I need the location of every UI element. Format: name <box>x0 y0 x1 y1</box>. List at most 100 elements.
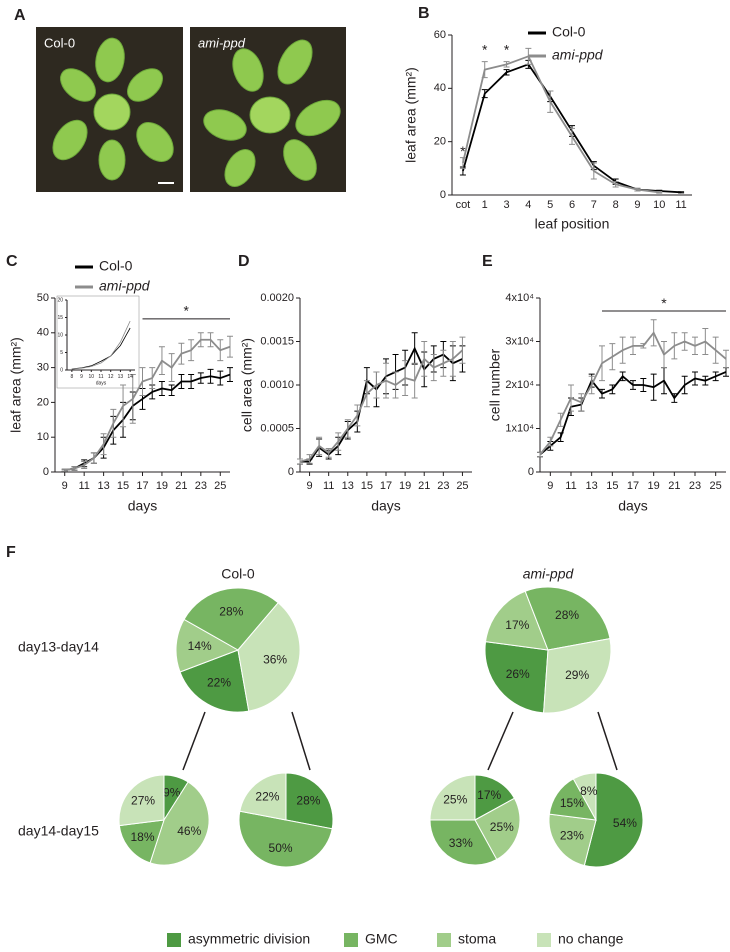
x-tick-label: 19 <box>648 480 660 492</box>
error-bar <box>619 371 626 382</box>
y-tick-label: 0 <box>440 189 446 201</box>
pie-slice <box>484 590 549 651</box>
pie-slice <box>183 587 279 651</box>
slice-label: 22% <box>207 676 231 690</box>
slice-label: 18% <box>130 830 154 844</box>
y-tick-label: 5 <box>60 350 63 356</box>
error-bar <box>411 362 418 399</box>
pie-slice <box>285 772 334 830</box>
row-label: day13-day14 <box>18 639 99 655</box>
x-axis-label: days <box>128 498 158 514</box>
error-bar <box>363 380 370 408</box>
pie-slice <box>175 618 240 673</box>
error-bar <box>557 412 564 427</box>
error-bar <box>217 370 224 386</box>
y-tick-label: 2x10⁴ <box>505 379 534 391</box>
panel-label: A <box>14 7 26 24</box>
error-bar <box>630 380 636 390</box>
x-tick-label: 10 <box>89 374 95 380</box>
x-tick-label: 15 <box>361 480 373 492</box>
error-bar <box>609 384 616 395</box>
x-tick-label: 8 <box>70 374 73 380</box>
error-bar <box>503 61 510 68</box>
photo-label: ami-ppd <box>198 35 246 50</box>
pie-slice <box>484 641 549 714</box>
error-bar <box>459 157 466 169</box>
x-tick-label: 17 <box>380 480 392 492</box>
error-bar <box>158 346 165 376</box>
error-bar <box>411 332 418 365</box>
pie-slice <box>583 772 644 868</box>
x-tick-label: 21 <box>175 480 187 492</box>
error-bar <box>392 371 399 399</box>
pie-slice <box>238 810 333 868</box>
legend-swatch <box>437 933 451 947</box>
error-bar <box>168 353 175 383</box>
slice-label: 46% <box>177 824 201 838</box>
error-bar <box>188 339 195 362</box>
error-bar <box>578 393 585 412</box>
slice-label: 27% <box>131 794 155 808</box>
slice-label: 26% <box>506 667 530 681</box>
error-bar <box>547 436 554 447</box>
y-tick-label: 0 <box>528 466 534 478</box>
error-bar <box>90 452 97 464</box>
legend-swatch <box>344 933 358 947</box>
legend-label: no change <box>558 931 624 947</box>
error-bar <box>158 381 165 396</box>
x-tick-label: 25 <box>214 480 226 492</box>
slice-label: 50% <box>269 841 293 855</box>
series-line <box>71 320 131 370</box>
error-bar <box>599 388 605 399</box>
pie-slice <box>237 602 301 712</box>
pie-slice <box>474 797 521 861</box>
connector <box>182 711 618 771</box>
x-tick-label: 11 <box>98 374 103 380</box>
legend-label: ami-ppd <box>99 278 151 294</box>
slice-label: 15% <box>560 796 584 810</box>
error-bar <box>383 362 389 399</box>
x-tick-label: 19 <box>156 480 168 492</box>
error-bar <box>139 367 146 396</box>
slice-label: 25% <box>443 792 467 806</box>
error-bar <box>640 377 647 393</box>
legend-swatch <box>167 933 181 947</box>
x-tick-label: 9 <box>306 480 312 492</box>
legend-label: Col-0 <box>552 24 586 40</box>
error-bar <box>692 336 698 356</box>
error-bar <box>178 374 185 389</box>
plant <box>52 37 341 187</box>
x-tick-label: 13 <box>342 480 354 492</box>
error-bar <box>481 89 488 99</box>
slice-label: 23% <box>560 829 584 843</box>
x-tick-label: 11 <box>323 480 334 492</box>
pie-slice <box>118 774 165 827</box>
error-bar <box>661 341 667 369</box>
y-tick-label: 40 <box>434 82 446 94</box>
x-tick-label: 15 <box>606 480 618 492</box>
error-bar <box>325 448 332 458</box>
error-bar <box>481 61 488 79</box>
error-bar <box>316 436 323 456</box>
error-bar <box>71 466 78 471</box>
column-title: Col-0 <box>221 566 255 582</box>
y-axis-label: cell number <box>487 348 503 421</box>
x-tick-label: 1 <box>482 199 488 211</box>
series-line <box>299 349 464 463</box>
y-tick-label: 40 <box>37 327 49 339</box>
y-tick-label: 20 <box>37 396 49 408</box>
y-tick-label: 0 <box>288 466 294 478</box>
error-bar <box>440 349 447 377</box>
legend-label: stoma <box>458 931 496 947</box>
error-bar <box>678 191 685 194</box>
x-tick-label: 13 <box>97 480 109 492</box>
slice-label: 25% <box>490 820 514 834</box>
error-bar <box>681 375 688 395</box>
legend-label: GMC <box>365 931 398 947</box>
y-tick-label: 50 <box>37 292 49 304</box>
y-axis-label: leaf area (mm²) <box>403 67 419 163</box>
x-tick-label: 17 <box>627 480 639 492</box>
photo-panel: Col-0 ami-ppd <box>36 27 346 192</box>
legend-swatch <box>537 933 551 947</box>
x-tick-label: 11 <box>675 199 686 211</box>
